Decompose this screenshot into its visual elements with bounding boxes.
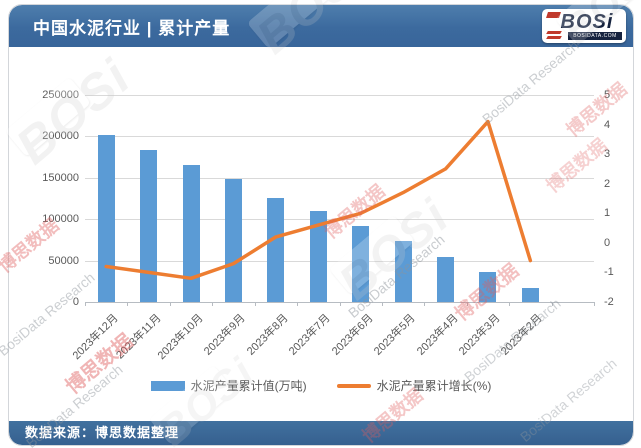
gridline: [85, 260, 594, 262]
bar: [437, 257, 455, 302]
bar: [97, 134, 115, 302]
bar: [309, 210, 327, 302]
y-axis-right-tick-label: 4: [604, 118, 611, 131]
x-axis-tick: [594, 302, 595, 306]
x-axis-tick: [339, 302, 341, 306]
y-axis-left-tick-label: 100000: [42, 213, 79, 226]
gridline: [85, 177, 594, 179]
bar: [521, 287, 539, 302]
page-title: 中国水泥行业 | 累计产量: [33, 18, 231, 38]
x-axis-tick: [127, 302, 129, 306]
x-axis-label: 2023年3月: [456, 312, 503, 358]
y-axis-right-tick-label: 5: [604, 89, 611, 101]
x-axis-tick: [381, 302, 383, 306]
bar: [267, 197, 285, 302]
gridline: [85, 136, 594, 138]
legend-swatch-bar: [150, 380, 185, 391]
bar: [394, 240, 412, 302]
logo-stripe-icon: [546, 31, 562, 34]
logo-domain: BOSIDATA.COM: [568, 32, 622, 40]
x-axis-tick: [169, 302, 171, 306]
legend: 水泥产量累计值(万吨) 水泥产量累计增长(%): [9, 377, 633, 394]
y-axis-left-tick-label: 150000: [42, 171, 79, 184]
y-axis-right-tick-label: 3: [604, 148, 611, 161]
legend-swatch-line: [336, 383, 371, 388]
y-axis-right-tick-label: 0: [604, 236, 611, 249]
gridline: [85, 95, 594, 96]
bar: [224, 179, 242, 302]
x-axis-label: 2023年7月: [287, 312, 333, 358]
y-axis-left-tick-label: 200000: [42, 130, 79, 143]
x-axis-label: 2023年6月: [329, 312, 376, 358]
y-axis-left-tick-label: 50000: [48, 254, 79, 267]
logo-stripe-icon: [546, 36, 562, 39]
x-axis-label: 2023年2月: [499, 312, 545, 358]
legend-item-bars: 水泥产量累计值(万吨): [150, 377, 307, 394]
x-axis-tick: [424, 302, 426, 306]
logo-text: BOSi: [560, 11, 614, 33]
x-axis-label: 2023年8月: [244, 312, 291, 358]
y-axis-right-tick-label: 1: [604, 207, 611, 220]
footer-bar: 数据来源：博思数据整理: [9, 421, 633, 445]
y-axis-right-tick-label: 2: [604, 177, 611, 190]
x-axis-label: 2023年5月: [372, 312, 418, 358]
brand-logo: BOSi BOSIDATA.COM: [542, 9, 626, 43]
y-axis-right-tick-label: -1: [604, 266, 614, 279]
bar: [352, 225, 370, 302]
bar: [479, 272, 497, 302]
x-axis-tick: [551, 302, 553, 306]
x-axis-tick: [85, 302, 86, 306]
gridline: [85, 219, 594, 221]
data-source-text: 数据来源：博思数据整理: [25, 425, 180, 440]
y-axis-right-tick-label: -2: [604, 296, 614, 308]
legend-item-line: 水泥产量累计增长(%): [336, 377, 492, 394]
chart-card: 中国水泥行业 | 累计产量 BOSi BOSIDATA.COM 水泥产量累计值(…: [8, 4, 634, 446]
header-bar: 中国水泥行业 | 累计产量 BOSi BOSIDATA.COM: [9, 5, 633, 47]
y-axis-left-tick-label: 250000: [42, 89, 79, 101]
legend-label-line: 水泥产量累计增长(%): [376, 379, 492, 393]
bar: [182, 164, 200, 302]
legend-label-bars: 水泥产量累计值(万吨): [190, 379, 307, 393]
x-axis-tick: [297, 302, 299, 306]
x-axis-tick: [466, 302, 468, 306]
x-axis-tick: [212, 302, 214, 306]
x-axis-tick: [509, 302, 511, 306]
x-axis-label: 2023年9月: [202, 312, 249, 358]
y-axis-left-tick-label: 0: [72, 296, 79, 308]
bar: [140, 149, 158, 302]
x-axis-label: 2023年4月: [414, 312, 461, 358]
x-axis-label: 2023年12月: [70, 312, 121, 363]
x-axis-tick: [254, 302, 256, 306]
plot-region: 水泥产量累计值(万吨) 水泥产量累计增长(%) 0 50000 100000 1500…: [9, 47, 633, 421]
